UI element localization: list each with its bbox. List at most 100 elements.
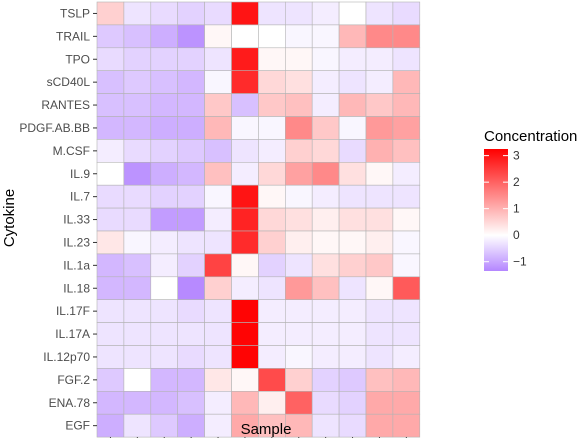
heatmap-cell (123, 207, 152, 232)
y-tick-label: IL.7 (70, 190, 90, 204)
heatmap-cell (284, 299, 313, 323)
heatmap-cell (338, 390, 367, 415)
heatmap-cell (123, 345, 152, 369)
heatmap-cell (231, 368, 259, 392)
heatmap-cell (150, 345, 179, 369)
heatmap-cell (96, 345, 125, 369)
heatmap-cell (284, 1, 313, 26)
y-axis: TSLP TRAIL TPO sCD40L RANTES PDGF.AB.BB M.CSF I… (19, 6, 97, 433)
heatmap-cell (338, 299, 367, 323)
heatmap-cell (365, 1, 394, 26)
heatmap-cell (392, 162, 421, 186)
heatmap-cell (365, 276, 394, 300)
heatmap-cell (311, 322, 340, 346)
heatmap-cell (231, 139, 259, 163)
heatmap-cell (284, 390, 313, 415)
heatmap-cell (177, 139, 205, 163)
heatmap-cell (150, 184, 179, 209)
heatmap-cell (204, 322, 232, 346)
heatmap-cell (338, 345, 367, 369)
heatmap-cell (123, 322, 152, 346)
heatmap-cell (231, 116, 259, 140)
y-tick-label: M.CSF (53, 144, 90, 158)
heatmap-cell (231, 1, 259, 26)
heatmap-cell (392, 116, 421, 140)
legend-tick-label: 3 (513, 149, 520, 163)
heatmap-cell (338, 207, 367, 232)
heatmap-cell (150, 47, 179, 71)
legend-tick-label: −1 (513, 255, 527, 269)
heatmap-cells (96, 1, 421, 438)
heatmap-cell (392, 47, 421, 71)
heatmap-cell (338, 70, 367, 94)
heatmap-cell (96, 230, 125, 255)
heatmap-cell (258, 162, 286, 186)
heatmap-cell (123, 162, 152, 186)
heatmap-cell (311, 207, 340, 232)
heatmap-cell (96, 47, 125, 71)
heatmap-cell (258, 276, 286, 300)
heatmap-cell (204, 390, 232, 415)
heatmap-cell (338, 24, 367, 49)
heatmap-cell (231, 299, 259, 323)
heatmap-cell (258, 299, 286, 323)
heatmap-cell (96, 93, 125, 117)
heatmap-cell (284, 162, 313, 186)
heatmap-cell (123, 1, 152, 26)
heatmap-cell (392, 230, 421, 255)
heatmap-cell (96, 116, 125, 140)
heatmap-cell (258, 139, 286, 163)
y-tick-label: PDGF.AB.BB (19, 121, 90, 135)
heatmap-cell (392, 299, 421, 323)
heatmap-cell (284, 93, 313, 117)
x-axis-title: Sample (241, 421, 292, 438)
heatmap-cell (311, 390, 340, 415)
heatmap-cell (284, 24, 313, 49)
y-tick-label: TRAIL (56, 29, 90, 43)
heatmap-cell (204, 70, 232, 94)
heatmap-cell (365, 230, 394, 255)
y-tick-label: IL.33 (63, 213, 90, 227)
heatmap-cell (284, 276, 313, 300)
heatmap-cell (284, 230, 313, 255)
heatmap-cell (338, 162, 367, 186)
heatmap-cell (365, 207, 394, 232)
heatmap-cell (150, 70, 179, 94)
heatmap-cell (123, 139, 152, 163)
heatmap-cell (96, 162, 125, 186)
heatmap-cell (338, 1, 367, 26)
heatmap-cell (338, 413, 367, 438)
heatmap-cell (311, 184, 340, 209)
heatmap-cell (311, 162, 340, 186)
heatmap-cell (123, 390, 152, 415)
heatmap-cell (150, 368, 179, 392)
heatmap-cell (338, 139, 367, 163)
heatmap-cell (96, 390, 125, 415)
heatmap-cell (392, 139, 421, 163)
heatmap-cell (96, 368, 125, 392)
heatmap-cell (204, 345, 232, 369)
heatmap-cell (150, 322, 179, 346)
heatmap-cell (150, 24, 179, 49)
y-axis-title: Cytokine (1, 189, 18, 247)
heatmap-cell (258, 70, 286, 94)
heatmap-cell (177, 299, 205, 323)
heatmap-cell (123, 253, 152, 278)
heatmap-cell (284, 345, 313, 369)
heatmap-cell (150, 390, 179, 415)
heatmap-cell (231, 93, 259, 117)
y-tick-label: IL.23 (63, 235, 90, 249)
heatmap-cell (177, 184, 205, 209)
heatmap-cell (311, 139, 340, 163)
heatmap-cell (311, 116, 340, 140)
heatmap-cell (365, 368, 394, 392)
heatmap-cell (204, 1, 232, 26)
heatmap-cell (365, 24, 394, 49)
y-tick-label: IL.18 (63, 281, 90, 295)
heatmap-cell (150, 276, 179, 300)
heatmap-cell (177, 162, 205, 186)
heatmap-cell (338, 230, 367, 255)
heatmap-cell (258, 184, 286, 209)
heatmap-cell (338, 93, 367, 117)
heatmap-cell (123, 70, 152, 94)
